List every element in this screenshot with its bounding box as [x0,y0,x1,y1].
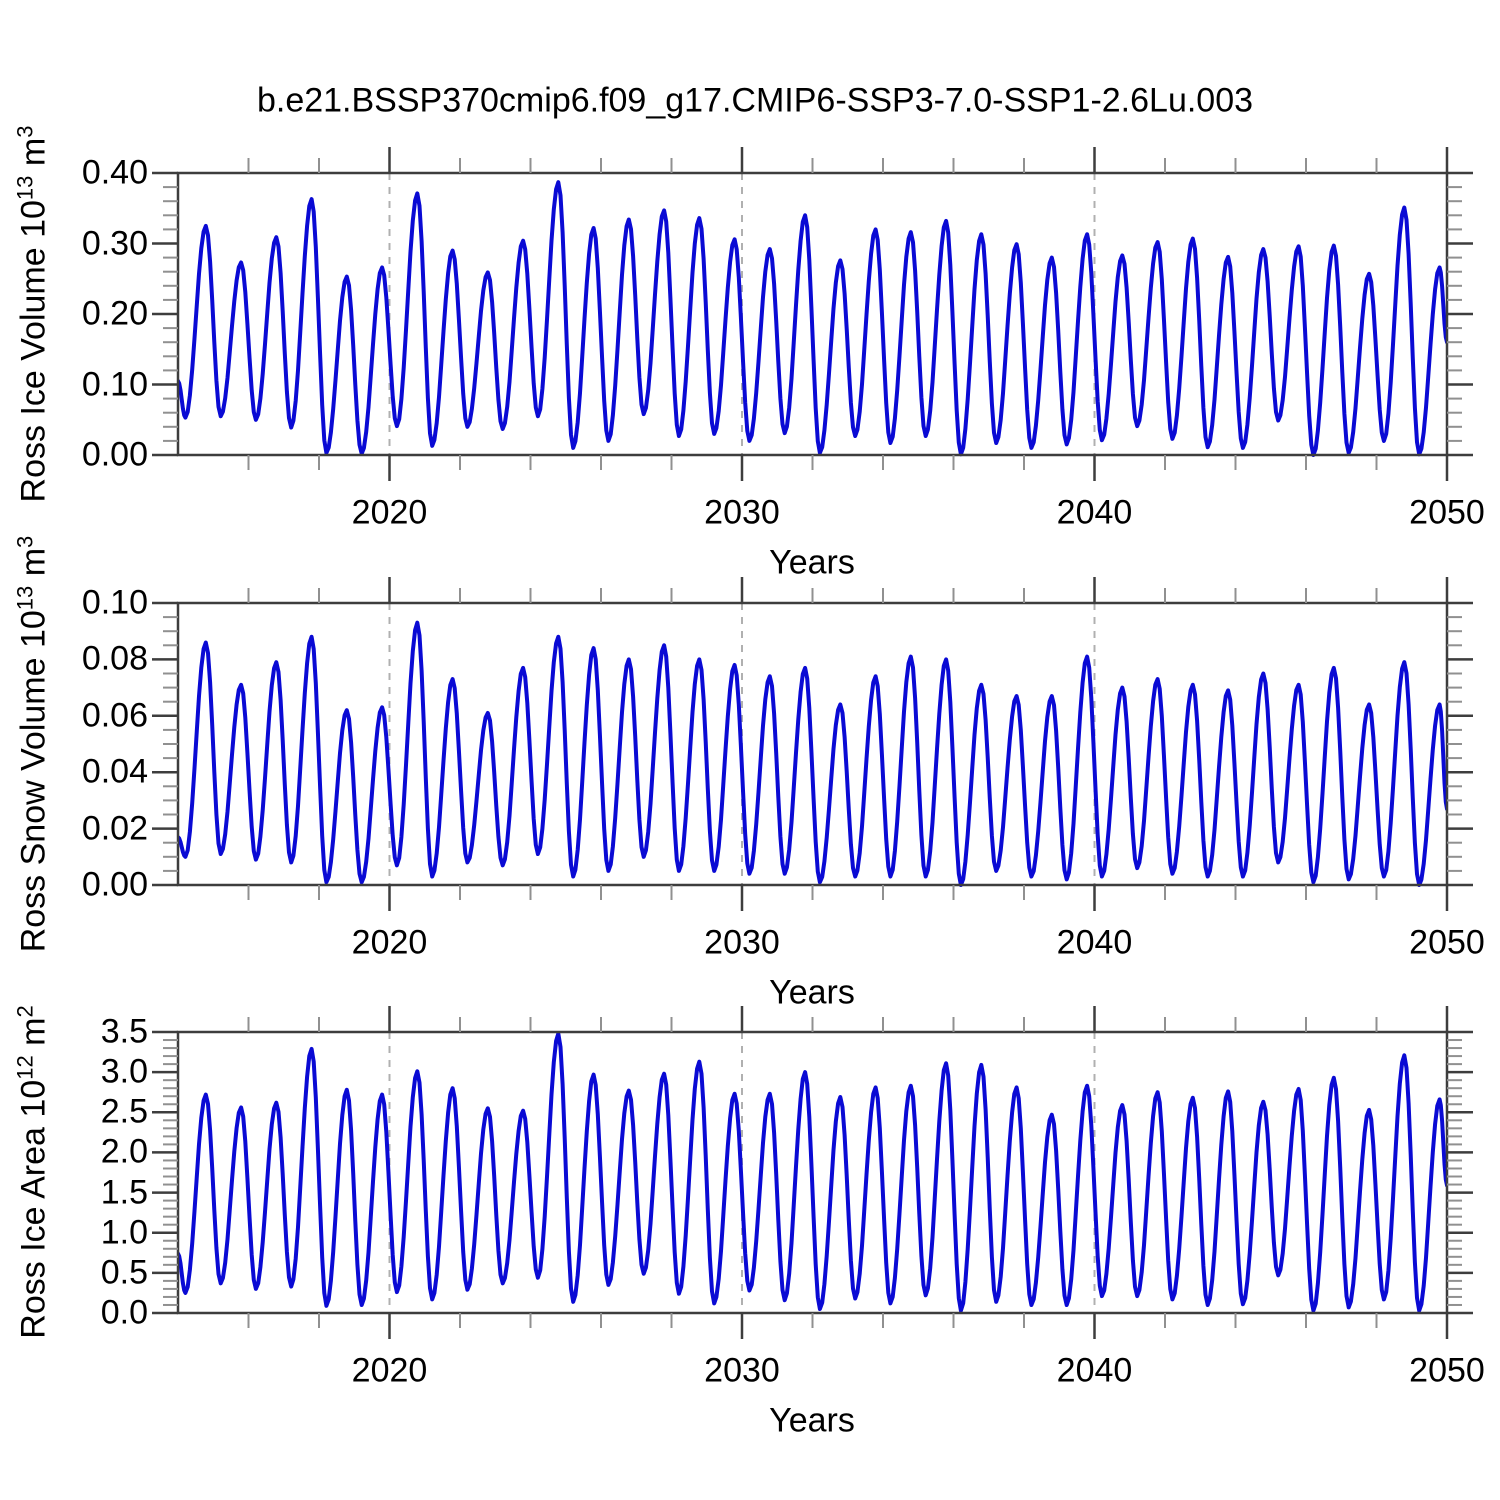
y-axis-title-ross-snow-volume: Ross Snow Volume 1013 m3 [12,536,53,953]
x-axis-title-years-2: Years [769,973,855,1012]
y-axis-title-ross-ice-area: Ross Ice Area 1012 m2 [12,1005,53,1338]
y-tick-label: 0.06 [81,696,148,735]
x-tick-label: 2040 [1056,493,1133,532]
x-tick-label: 2040 [1056,923,1133,962]
unit-exponent-text: 3 [12,535,38,548]
x-tick-label: 2030 [704,923,780,962]
unit-exponent-text: 2 [12,1005,38,1018]
y-tick-label: 0.02 [81,809,148,848]
panel-3-plot [152,1006,1473,1339]
y-tick-label: 0.10 [81,365,148,403]
chart-title: b.e21.BSSP370cmip6.f09_g17.CMIP6-SSP3-7.… [256,81,1254,120]
y-tick-label: 0.20 [81,294,148,333]
x-tick-label: 2030 [704,493,780,532]
x-tick-label: 2020 [351,1351,428,1390]
y-tick-label: 0.0 [100,1293,148,1332]
x-tick-label: 2020 [351,923,428,962]
y-tick-label: 0.40 [81,153,148,192]
y-axis-title-text: Ross Snow Volume 10 [14,610,53,953]
unit-exponent-text: 3 [12,125,38,138]
x-tick-label: 2050 [1409,1351,1485,1390]
y-axis-title-text: Ross Ice Area 10 [14,1079,53,1339]
y-tick-label: 3.5 [100,1012,148,1051]
x-tick-label: 2020 [351,493,428,532]
y-tick-label: 0.08 [81,639,148,678]
y-axis-unit-text: m [14,137,53,176]
y-tick-label: 0.30 [81,224,148,262]
panel-1-plot [152,147,1473,481]
ross-snow-volume-series-line [178,620,1447,887]
y-tick-label: 0.04 [81,752,148,791]
x-axis-title-years-1: Years [769,543,855,582]
y-tick-label: 1.5 [100,1173,148,1212]
y-tick-label: 2.5 [100,1092,148,1131]
y-tick-label: 0.5 [100,1253,148,1292]
ross-ice-volume-series-line [178,180,1447,457]
x-tick-label: 2050 [1409,493,1485,532]
y-tick-label: 1.0 [100,1213,148,1252]
exponent-text: 13 [12,585,38,611]
exponent-text: 13 [12,175,38,201]
x-tick-label: 2030 [704,1351,780,1390]
ross-ice-area-series-line [178,1031,1447,1313]
y-axis-unit-text: m [14,1017,53,1056]
y-axis-title-ross-ice-volume: Ross Ice Volume 1013 m3 [12,126,53,503]
y-tick-label: 0.10 [81,583,148,622]
y-tick-label: 2.0 [100,1132,148,1171]
exponent-text: 12 [12,1055,38,1080]
x-tick-label: 2040 [1056,1351,1133,1390]
y-tick-label: 3.0 [100,1052,148,1091]
y-axis-unit-text: m [14,547,53,586]
y-axis-title-text: Ross Ice Volume 10 [14,200,53,503]
x-axis-title-years-3: Years [769,1401,855,1440]
panel-2-plot [152,577,1473,911]
y-tick-label: 0.00 [81,865,148,904]
x-tick-label: 2050 [1409,923,1485,962]
y-tick-label: 0.00 [81,435,148,474]
